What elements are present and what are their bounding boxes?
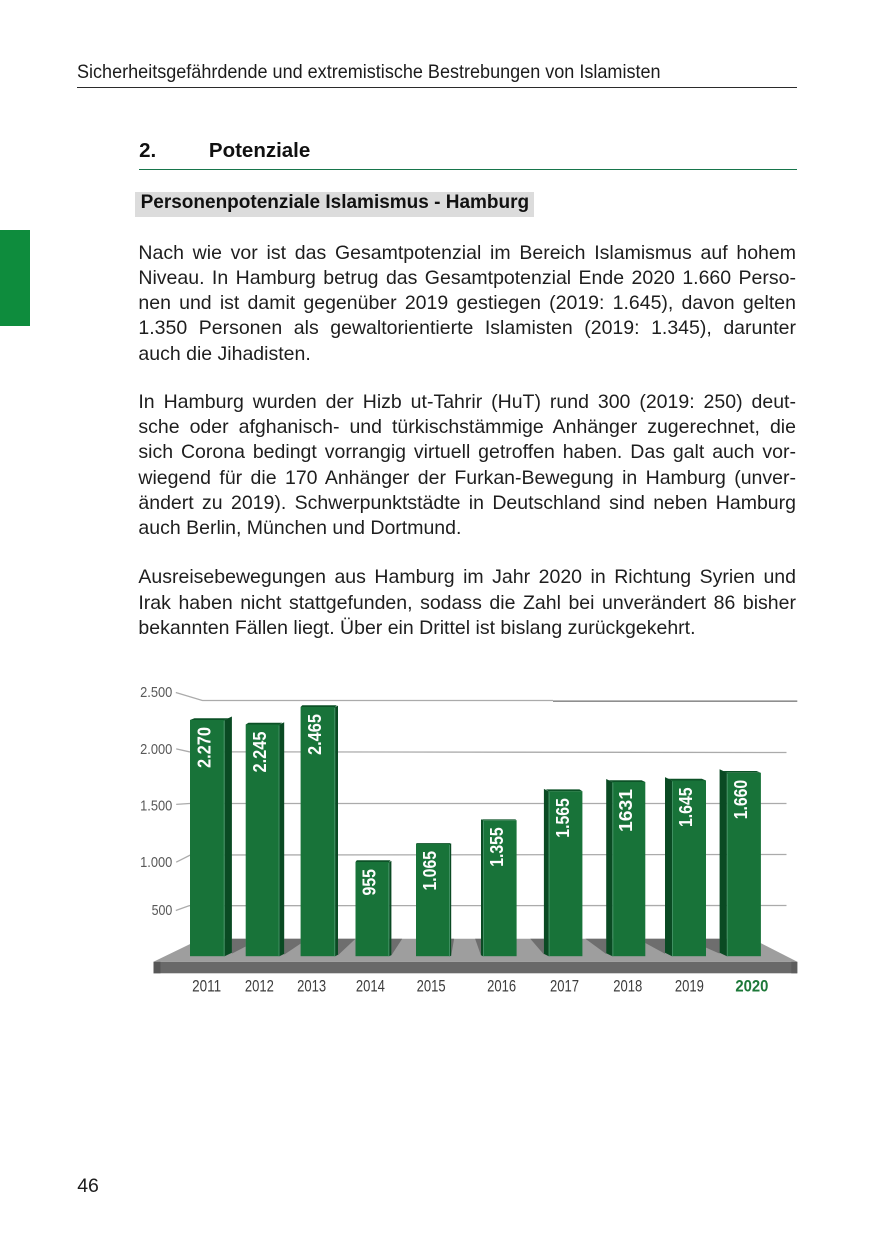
svg-text:2.000: 2.000 <box>140 741 172 758</box>
svg-text:2019: 2019 <box>675 976 704 995</box>
svg-text:2018: 2018 <box>613 976 642 995</box>
svg-text:2020: 2020 <box>735 976 768 995</box>
svg-text:1.660: 1.660 <box>731 780 751 820</box>
svg-text:2013: 2013 <box>297 976 326 995</box>
svg-text:2014: 2014 <box>356 976 385 995</box>
svg-text:2017: 2017 <box>550 976 579 995</box>
svg-text:2.500: 2.500 <box>140 684 172 701</box>
svg-text:1.355: 1.355 <box>487 827 507 867</box>
svg-text:1.065: 1.065 <box>420 851 440 891</box>
svg-text:2016: 2016 <box>487 976 516 995</box>
svg-text:1.565: 1.565 <box>553 798 573 838</box>
svg-text:955: 955 <box>360 869 380 896</box>
svg-text:2011: 2011 <box>192 976 221 995</box>
svg-text:500: 500 <box>152 902 173 919</box>
svg-text:1.000: 1.000 <box>140 854 172 871</box>
svg-text:1.500: 1.500 <box>140 797 172 814</box>
svg-text:1631: 1631 <box>616 789 636 832</box>
svg-text:2.465: 2.465 <box>305 714 325 755</box>
svg-text:1.645: 1.645 <box>676 788 696 828</box>
svg-text:2.270: 2.270 <box>195 727 215 768</box>
svg-text:2.245: 2.245 <box>250 732 270 773</box>
svg-text:2015: 2015 <box>417 976 446 995</box>
svg-text:2012: 2012 <box>245 976 274 995</box>
